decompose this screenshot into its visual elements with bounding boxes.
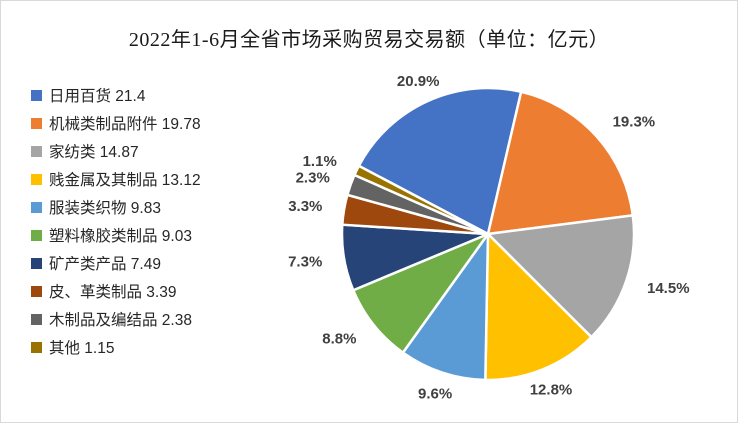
pct-label-7: 3.3% [288, 198, 322, 215]
pct-label-0: 20.9% [397, 73, 440, 90]
chart-legend: 日用百货 21.4 机械类制品附件 19.78 家纺类 14.87 贱金属及其制品 1… [31, 81, 201, 361]
legend-item-1: 机械类制品附件 19.78 [31, 109, 201, 137]
legend-item-0: 日用百货 21.4 [31, 81, 201, 109]
pie-slice-0 [357, 86, 523, 236]
legend-swatch-icon [31, 89, 42, 101]
legend-swatch-icon [31, 229, 42, 241]
legend-label: 机械类制品附件 19.78 [49, 116, 201, 133]
pie-slice-4 [401, 232, 490, 382]
legend-item-8: 木制品及编结品 2.38 [31, 305, 201, 333]
legend-label: 木制品及编结品 2.38 [49, 312, 192, 329]
chart-title: 2022年1-6月全省市场采购贸易交易额（单位：亿元） [128, 29, 610, 51]
pct-label-9: 1.1% [303, 153, 337, 170]
legend-swatch-icon [31, 257, 42, 269]
legend-item-3: 贱金属及其制品 13.12 [31, 165, 201, 193]
pct-label-3: 12.8% [530, 382, 573, 399]
legend-label: 日用百货 21.4 [49, 88, 146, 105]
legend-label: 矿产类产品 7.49 [49, 256, 161, 273]
pie-slice-3 [484, 232, 593, 382]
legend-item-7: 皮、革类制品 3.39 [31, 277, 201, 305]
legend-swatch-icon [31, 117, 42, 129]
legend-label: 家纺类 14.87 [49, 144, 139, 161]
pct-label-5: 8.8% [322, 331, 356, 348]
legend-swatch-icon [31, 173, 42, 185]
legend-swatch-icon [31, 145, 42, 157]
pie-slice-9 [353, 164, 490, 236]
legend-item-4: 服装类织物 9.83 [31, 193, 201, 221]
legend-swatch-icon [31, 285, 42, 297]
pct-label-4: 9.6% [418, 386, 452, 403]
pie-slice-5 [352, 232, 490, 354]
pct-label-2: 14.5% [647, 280, 690, 297]
legend-item-9: 其他 1.15 [31, 333, 201, 361]
legend-item-6: 矿产类产品 7.49 [31, 249, 201, 277]
legend-swatch-icon [31, 201, 42, 213]
legend-label: 其他 1.15 [49, 340, 115, 357]
pie-slice-1 [486, 90, 635, 236]
legend-label: 服装类织物 9.83 [49, 200, 161, 217]
pct-label-6: 7.3% [288, 254, 322, 271]
pct-label-8: 2.3% [296, 169, 330, 186]
pct-label-1: 19.3% [613, 113, 656, 130]
legend-swatch-icon [31, 313, 42, 325]
legend-label: 皮、革类制品 3.39 [49, 284, 177, 301]
legend-swatch-icon [31, 341, 42, 353]
legend-item-2: 家纺类 14.87 [31, 137, 201, 165]
legend-item-5: 塑料橡胶类制品 9.03 [31, 221, 201, 249]
legend-label: 贱金属及其制品 13.12 [49, 172, 201, 189]
legend-label: 塑料橡胶类制品 9.03 [49, 228, 192, 245]
pie-slice-2 [486, 214, 636, 339]
